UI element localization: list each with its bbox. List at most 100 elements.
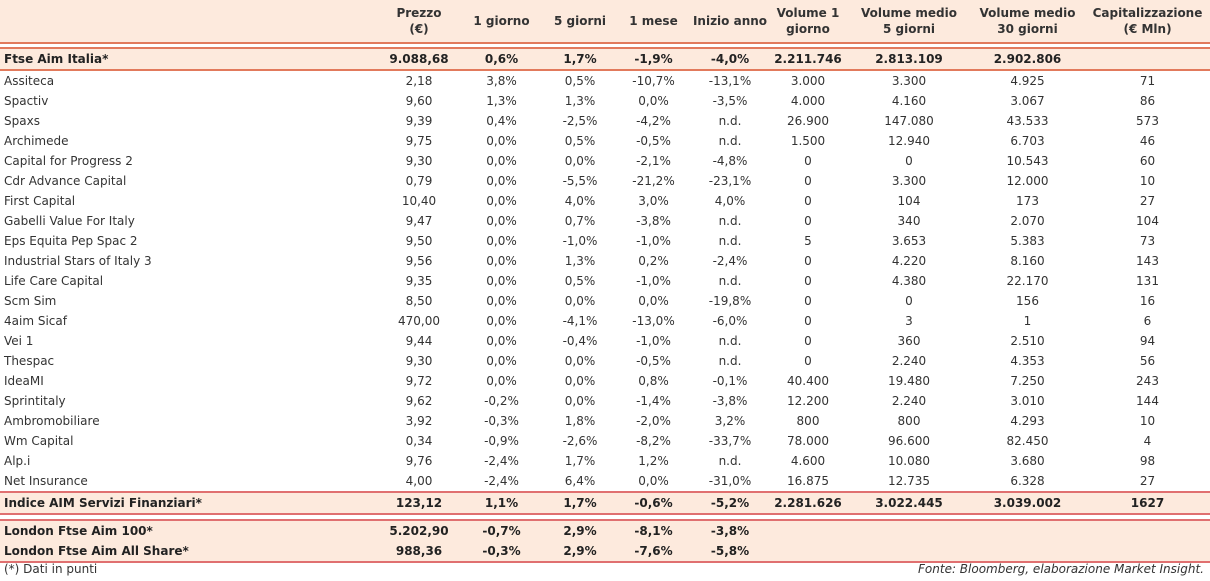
cell: 2.902.806 bbox=[970, 48, 1085, 71]
cell: 0 bbox=[804, 154, 812, 168]
cell: 243 bbox=[1136, 374, 1159, 388]
row-label: Life Care Capital bbox=[4, 274, 104, 288]
cell: 10,40 bbox=[401, 194, 437, 208]
column-header: Prezzo (€) bbox=[380, 0, 458, 43]
cell: 43.533 bbox=[1006, 114, 1049, 128]
cell bbox=[768, 519, 848, 541]
cell: 16.875 bbox=[787, 474, 829, 488]
cell: 2,18 bbox=[405, 74, 433, 88]
table-row: Assiteca 2,18 3,8% 0,5% -10,7% -13,1% 3.000 3.3… bbox=[0, 70, 1210, 91]
cell: 0,0% bbox=[638, 474, 669, 488]
cell: 0,0% bbox=[564, 154, 596, 168]
cell: 73 bbox=[1139, 234, 1156, 248]
cell: 144 bbox=[1136, 394, 1159, 408]
column-header: 1 giorno bbox=[458, 0, 545, 43]
cell bbox=[692, 42, 768, 49]
cell: 8.160 bbox=[1010, 254, 1045, 268]
cell: -2,4% bbox=[484, 454, 519, 468]
cell: n.d. bbox=[718, 214, 742, 228]
cell: n.d. bbox=[718, 274, 742, 288]
cell: 2,9% bbox=[545, 541, 615, 563]
table-row: Sprintitaly 9,62 -0,2% 0,0% -1,4% -3,8% 12.200… bbox=[0, 391, 1210, 411]
cell: 4.220 bbox=[891, 254, 927, 268]
cell: 0,0% bbox=[486, 154, 517, 168]
cell: 9,44 bbox=[405, 334, 433, 348]
cell: -1,0% bbox=[636, 234, 671, 248]
cell: 9.088,68 bbox=[380, 48, 458, 71]
cell: 7.250 bbox=[1010, 374, 1045, 388]
cell: 2.281.626 bbox=[768, 491, 848, 515]
cell bbox=[1085, 541, 1210, 563]
cell: 0 bbox=[804, 214, 812, 228]
cell bbox=[458, 42, 545, 49]
cell: 4,00 bbox=[405, 474, 433, 488]
cell: -3,8% bbox=[636, 214, 671, 228]
cell: 0,2% bbox=[638, 254, 669, 268]
column-header: 1 mese bbox=[615, 0, 692, 43]
table-row: Spaxs 9,39 0,4% -2,5% -4,2% n.d. 26.900 147.080… bbox=[0, 111, 1210, 131]
index-row: Ftse Aim Italia* 9.088,68 0,6% 1,7% -1,9% -4,… bbox=[0, 48, 1210, 71]
cell: 82.450 bbox=[1006, 434, 1049, 448]
cell: 2.510 bbox=[1010, 334, 1045, 348]
cell: 3,92 bbox=[405, 414, 433, 428]
cell: -3,5% bbox=[712, 94, 748, 108]
table-row: Scm Sim 8,50 0,0% 0,0% 0,0% -19,8% 0 0 156 16 bbox=[0, 291, 1210, 311]
table-row: Alp.i 9,76 -2,4% 1,7% 1,2% n.d. 4.600 10.080 3.6… bbox=[0, 451, 1210, 471]
row-label: Ftse Aim Italia* bbox=[0, 48, 380, 71]
cell: 0,5% bbox=[564, 74, 596, 88]
cell: -0,2% bbox=[484, 394, 519, 408]
cell: 3.010 bbox=[1010, 394, 1045, 408]
cell: -0,9% bbox=[484, 434, 519, 448]
cell: 98 bbox=[1139, 454, 1156, 468]
cell: 800 bbox=[796, 414, 820, 428]
cell: 2.070 bbox=[1010, 214, 1045, 228]
cell: 0 bbox=[804, 314, 812, 328]
cell: -1,9% bbox=[615, 48, 692, 71]
row-label: London Ftse Aim All Share* bbox=[0, 541, 380, 563]
cell: 1,7% bbox=[545, 491, 615, 515]
cell: 1,1% bbox=[458, 491, 545, 515]
cell: 16 bbox=[1139, 294, 1156, 308]
cell: 3,0% bbox=[638, 194, 669, 208]
cell: 3.039.002 bbox=[970, 491, 1085, 515]
row-label: Alp.i bbox=[4, 454, 31, 468]
table-row: Archimede 9,75 0,0% 0,5% -0,5% n.d. 1.500 12.94… bbox=[0, 131, 1210, 151]
cell: 9,39 bbox=[405, 114, 433, 128]
cell: n.d. bbox=[718, 334, 742, 348]
cell: 9,35 bbox=[405, 274, 433, 288]
cell: 6.328 bbox=[1010, 474, 1045, 488]
cell: -4,0% bbox=[692, 48, 768, 71]
cell: 6,4% bbox=[564, 474, 596, 488]
cell: -33,7% bbox=[708, 434, 752, 448]
cell: -5,8% bbox=[692, 541, 768, 563]
column-header: Volume 1 giorno bbox=[768, 0, 848, 43]
cell: 12.000 bbox=[1006, 174, 1049, 188]
cell: 86 bbox=[1139, 94, 1156, 108]
cell: -19,8% bbox=[708, 294, 752, 308]
cell: 143 bbox=[1136, 254, 1159, 268]
cell: 2.240 bbox=[891, 354, 927, 368]
table-row: Eps Equita Pep Spac 2 9,50 0,0% -1,0% -1,0% n… bbox=[0, 231, 1210, 251]
cell: 0 bbox=[804, 294, 812, 308]
cell: 3.653 bbox=[891, 234, 927, 248]
cell bbox=[1085, 42, 1210, 49]
cell bbox=[380, 42, 458, 49]
cell: 0,5% bbox=[564, 274, 596, 288]
column-header: Volume medio 5 giorni bbox=[848, 0, 970, 43]
cell: 9,30 bbox=[405, 154, 433, 168]
cell: 573 bbox=[1136, 114, 1159, 128]
cell: 3,8% bbox=[486, 74, 517, 88]
total-row: Indice AIM Servizi Finanziari* 123,12 1,1%… bbox=[0, 491, 1210, 515]
row-label: Sprintitaly bbox=[4, 394, 66, 408]
cell: 0 bbox=[804, 354, 812, 368]
cell: 3.680 bbox=[1010, 454, 1045, 468]
row-label: Wm Capital bbox=[4, 434, 74, 448]
table-row: Wm Capital 0,34 -0,9% -2,6% -8,2% -33,7% 78.00… bbox=[0, 431, 1210, 451]
cell: 0,0% bbox=[486, 134, 517, 148]
cell: 9,50 bbox=[405, 234, 433, 248]
column-header: Inizio anno bbox=[692, 0, 768, 43]
cell: 12.940 bbox=[888, 134, 930, 148]
cell bbox=[615, 42, 692, 49]
table-row: Spactiv 9,60 1,3% 1,3% 0,0% -3,5% 4.000 4.160 3.… bbox=[0, 91, 1210, 111]
cell: -3,8% bbox=[712, 394, 748, 408]
